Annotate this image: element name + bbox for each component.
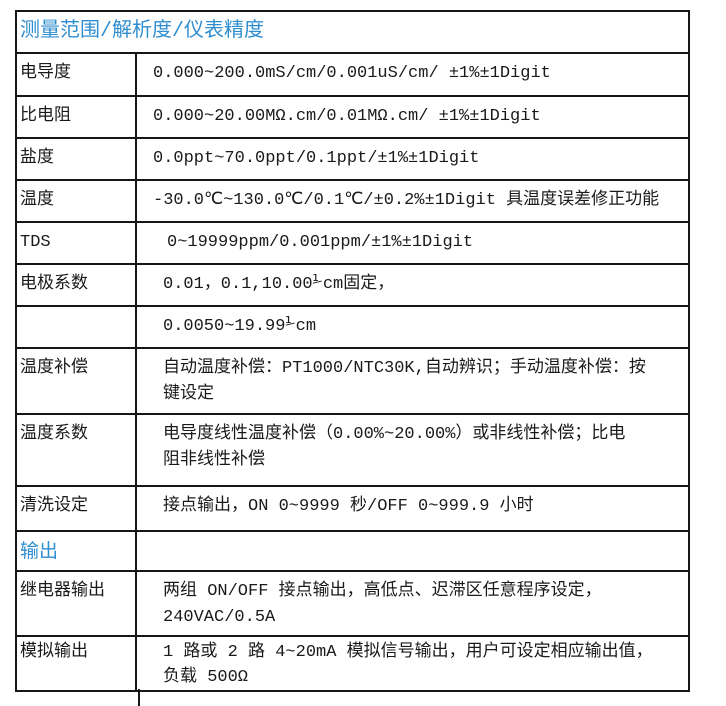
row-value-conductivity: 0.000~200.0mS/cm/0.001uS/cm/ ±1%±1Digit <box>135 52 690 97</box>
section-header-measurement: 测量范围/解析度/仪表精度 <box>15 10 690 54</box>
row-value-cleaning-setting: 接点输出，ON 0~9999 秒/OFF 0~999.9 小时 <box>135 485 690 532</box>
table-row: 比电阻 0.000~20.00MΩ.cm/0.01MΩ.cm/ ±1%±1Dig… <box>15 95 690 139</box>
row-label-temperature: 温度 <box>15 179 137 223</box>
row-value-salinity: 0.0ppt~70.0ppt/0.1ppt/±1%±1Digit <box>135 137 690 181</box>
row-value-cell-constant-fixed: 0.01，0.1,10.00⅟cm固定， <box>135 263 690 307</box>
table-row: 盐度 0.0ppt~70.0ppt/0.1ppt/±1%±1Digit <box>15 137 690 181</box>
table-row: 温度 -30.0℃~130.0℃/0.1℃/±0.2%±1Digit 具温度误差… <box>15 179 690 223</box>
row-value-resistivity: 0.000~20.00MΩ.cm/0.01MΩ.cm/ ±1%±1Digit <box>135 95 690 139</box>
section-output-empty-cell <box>135 530 690 572</box>
row-label-empty <box>15 305 137 349</box>
row-label-cleaning-setting: 清洗设定 <box>15 485 137 532</box>
row-value-temp-coefficient: 电导度线性温度补偿（0.00%~20.00%）或非线性补偿；比电 阻非线性补偿 <box>135 413 690 487</box>
row-label-temp-coefficient: 温度系数 <box>15 413 137 487</box>
row-value-tds: 0~19999ppm/0.001ppm/±1%±1Digit <box>135 221 690 265</box>
row-label-tds: TDS <box>15 221 137 265</box>
section-header-output: 输出 <box>15 530 137 572</box>
table-row: 输出 <box>15 530 690 572</box>
row-value-temperature: -30.0℃~130.0℃/0.1℃/±0.2%±1Digit 具温度误差修正功… <box>135 179 690 223</box>
table-row: 继电器输出 两组 ON/OFF 接点输出，高低点、迟滞区任意程序设定， 240V… <box>15 570 690 637</box>
row-value-temp-compensation: 自动温度补偿：PT1000/NTC30K,自动辨识；手动温度补偿：按 键设定 <box>135 347 690 415</box>
table-row: 电极系数 0.01，0.1,10.00⅟cm固定， <box>15 263 690 307</box>
row-value-cell-constant-range: 0.0050~19.99⅟cm <box>135 305 690 349</box>
row-value-analog-output: 1 路或 2 路 4~20mA 模拟信号输出，用户可设定相应输出值， 负载 50… <box>135 635 690 692</box>
row-label-salinity: 盐度 <box>15 137 137 181</box>
table-row: 温度系数 电导度线性温度补偿（0.00%~20.00%）或非线性补偿；比电 阻非… <box>15 413 690 487</box>
row-label-conductivity: 电导度 <box>15 52 137 97</box>
table-row: TDS 0~19999ppm/0.001ppm/±1%±1Digit <box>15 221 690 265</box>
row-label-temp-compensation: 温度补偿 <box>15 347 137 415</box>
table-row: 清洗设定 接点输出，ON 0~9999 秒/OFF 0~999.9 小时 <box>15 485 690 532</box>
row-value-relay-output: 两组 ON/OFF 接点输出，高低点、迟滞区任意程序设定， 240VAC/0.5… <box>135 570 690 637</box>
table-row: 温度补偿 自动温度补偿：PT1000/NTC30K,自动辨识；手动温度补偿：按 … <box>15 347 690 415</box>
spec-table: 测量范围/解析度/仪表精度 电导度 0.000~200.0mS/cm/0.001… <box>15 10 690 692</box>
table-row: 测量范围/解析度/仪表精度 <box>15 10 690 54</box>
table-row: 电导度 0.000~200.0mS/cm/0.001uS/cm/ ±1%±1Di… <box>15 52 690 97</box>
row-label-analog-output: 模拟输出 <box>15 635 137 692</box>
column-divider-stub <box>138 689 140 706</box>
table-row: 模拟输出 1 路或 2 路 4~20mA 模拟信号输出，用户可设定相应输出值， … <box>15 635 690 692</box>
table-row: 0.0050~19.99⅟cm <box>15 305 690 349</box>
row-label-cell-constant: 电极系数 <box>15 263 137 307</box>
row-label-resistivity: 比电阻 <box>15 95 137 139</box>
row-label-relay-output: 继电器输出 <box>15 570 137 637</box>
